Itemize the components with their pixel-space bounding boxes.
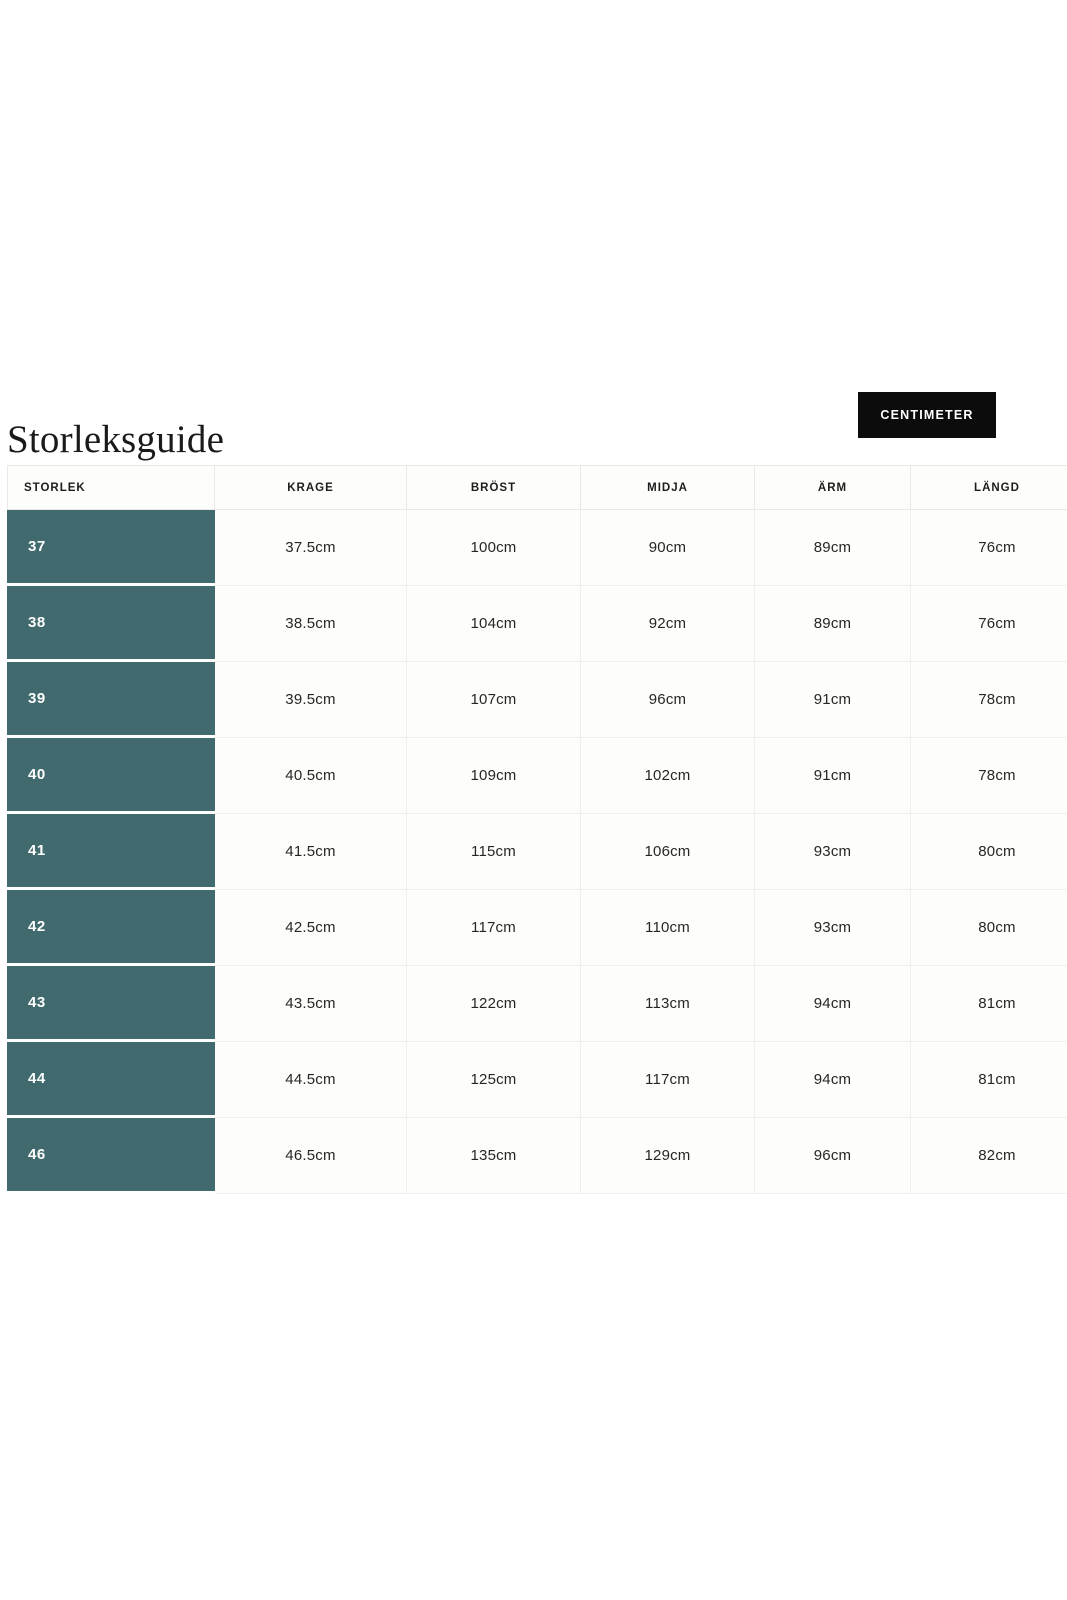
value-cell: 115cm: [407, 814, 581, 890]
centimeter-toggle-button[interactable]: CENTIMETER: [858, 392, 996, 438]
value-cell: 82cm: [911, 1118, 1067, 1194]
value-cell: 117cm: [581, 1042, 755, 1118]
size-cell: 39: [7, 662, 215, 738]
value-cell: 38.5cm: [215, 586, 407, 662]
size-cell: 44: [7, 1042, 215, 1118]
value-cell: 39.5cm: [215, 662, 407, 738]
header-cell: LÄNGD: [911, 465, 1067, 510]
value-cell: 135cm: [407, 1118, 581, 1194]
value-cell: 44.5cm: [215, 1042, 407, 1118]
header-cell: STORLEK: [7, 465, 215, 510]
value-cell: 117cm: [407, 890, 581, 966]
value-cell: 46.5cm: [215, 1118, 407, 1194]
value-cell: 94cm: [755, 1042, 911, 1118]
value-cell: 92cm: [581, 586, 755, 662]
value-cell: 89cm: [755, 510, 911, 586]
size-cell: 43: [7, 966, 215, 1042]
header-cell: BRÖST: [407, 465, 581, 510]
value-cell: 100cm: [407, 510, 581, 586]
value-cell: 122cm: [407, 966, 581, 1042]
value-cell: 80cm: [911, 814, 1067, 890]
value-cell: 102cm: [581, 738, 755, 814]
value-cell: 104cm: [407, 586, 581, 662]
value-cell: 106cm: [581, 814, 755, 890]
value-cell: 109cm: [407, 738, 581, 814]
value-cell: 40.5cm: [215, 738, 407, 814]
value-cell: 93cm: [755, 814, 911, 890]
size-cell: 41: [7, 814, 215, 890]
value-cell: 94cm: [755, 966, 911, 1042]
centimeter-toggle-label: CENTIMETER: [880, 408, 974, 422]
size-cell: 46: [7, 1118, 215, 1194]
value-cell: 93cm: [755, 890, 911, 966]
value-cell: 129cm: [581, 1118, 755, 1194]
value-cell: 107cm: [407, 662, 581, 738]
value-cell: 113cm: [581, 966, 755, 1042]
size-cell: 40: [7, 738, 215, 814]
value-cell: 41.5cm: [215, 814, 407, 890]
value-cell: 96cm: [755, 1118, 911, 1194]
value-cell: 78cm: [911, 738, 1067, 814]
value-cell: 43.5cm: [215, 966, 407, 1042]
header-cell: KRAGE: [215, 465, 407, 510]
value-cell: 91cm: [755, 738, 911, 814]
value-cell: 78cm: [911, 662, 1067, 738]
value-cell: 91cm: [755, 662, 911, 738]
value-cell: 80cm: [911, 890, 1067, 966]
size-cell: 37: [7, 510, 215, 586]
size-table: STORLEK KRAGE BRÖST MIDJA ÄRM LÄNGD 37 37.5cm 10…: [7, 465, 1067, 1194]
value-cell: 37.5cm: [215, 510, 407, 586]
size-cell: 38: [7, 586, 215, 662]
value-cell: 96cm: [581, 662, 755, 738]
value-cell: 125cm: [407, 1042, 581, 1118]
value-cell: 89cm: [755, 586, 911, 662]
value-cell: 81cm: [911, 1042, 1067, 1118]
value-cell: 42.5cm: [215, 890, 407, 966]
value-cell: 110cm: [581, 890, 755, 966]
size-cell: 42: [7, 890, 215, 966]
value-cell: 76cm: [911, 510, 1067, 586]
page-title: Storleksguide: [7, 418, 225, 462]
header-cell: MIDJA: [581, 465, 755, 510]
value-cell: 81cm: [911, 966, 1067, 1042]
header-cell: ÄRM: [755, 465, 911, 510]
value-cell: 90cm: [581, 510, 755, 586]
value-cell: 76cm: [911, 586, 1067, 662]
